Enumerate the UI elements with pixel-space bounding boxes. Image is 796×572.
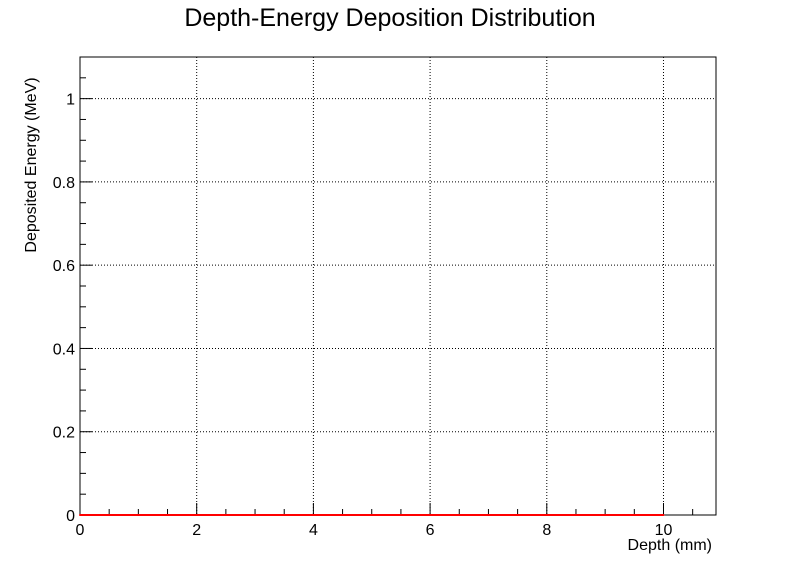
data-point [574, 514, 577, 516]
chart-title: Depth-Energy Deposition Distribution [184, 4, 596, 32]
x-tick-label: 8 [542, 522, 551, 539]
series-layer [79, 514, 665, 516]
x-tick-label: 6 [426, 522, 435, 539]
x-tick-label: 2 [192, 522, 201, 539]
data-point [79, 514, 81, 516]
data-point [283, 514, 286, 516]
data-point [370, 514, 373, 516]
data-point [108, 514, 111, 516]
plot-frame [79, 56, 717, 516]
x-axis-label: Depth (mm) [627, 537, 712, 554]
data-point [458, 514, 461, 516]
data-point [137, 514, 140, 516]
x-tick-label: 0 [76, 522, 85, 539]
grid-layer [80, 57, 716, 515]
data-point [399, 514, 402, 516]
y-tick-label: 0.4 [53, 341, 75, 358]
y-tick-label: 1 [66, 92, 75, 109]
y-tick-label: 0.2 [53, 425, 75, 442]
data-point [487, 514, 490, 516]
data-point [224, 514, 227, 516]
data-point [604, 514, 607, 516]
data-point [662, 514, 665, 516]
y-tick-label: 0 [66, 508, 75, 525]
x-tick-label: 10 [655, 522, 673, 539]
data-point [516, 514, 519, 516]
data-point [254, 514, 257, 516]
data-point [312, 514, 315, 516]
data-point [166, 514, 169, 516]
data-point [545, 514, 548, 516]
y-tick-label: 0.6 [53, 258, 75, 275]
data-point [195, 514, 198, 516]
tick-labels-layer: 0 2 4 6 8 10 0 0.2 0.4 0.6 0.8 1 [53, 92, 673, 539]
y-tick-label: 0.8 [53, 175, 75, 192]
y-axis-label: Deposited Energy (MeV) [23, 77, 40, 253]
x-tick-label: 4 [309, 522, 318, 539]
data-point [429, 514, 432, 516]
ticks-layer [79, 56, 694, 516]
data-point [633, 514, 636, 516]
data-point [341, 514, 344, 516]
